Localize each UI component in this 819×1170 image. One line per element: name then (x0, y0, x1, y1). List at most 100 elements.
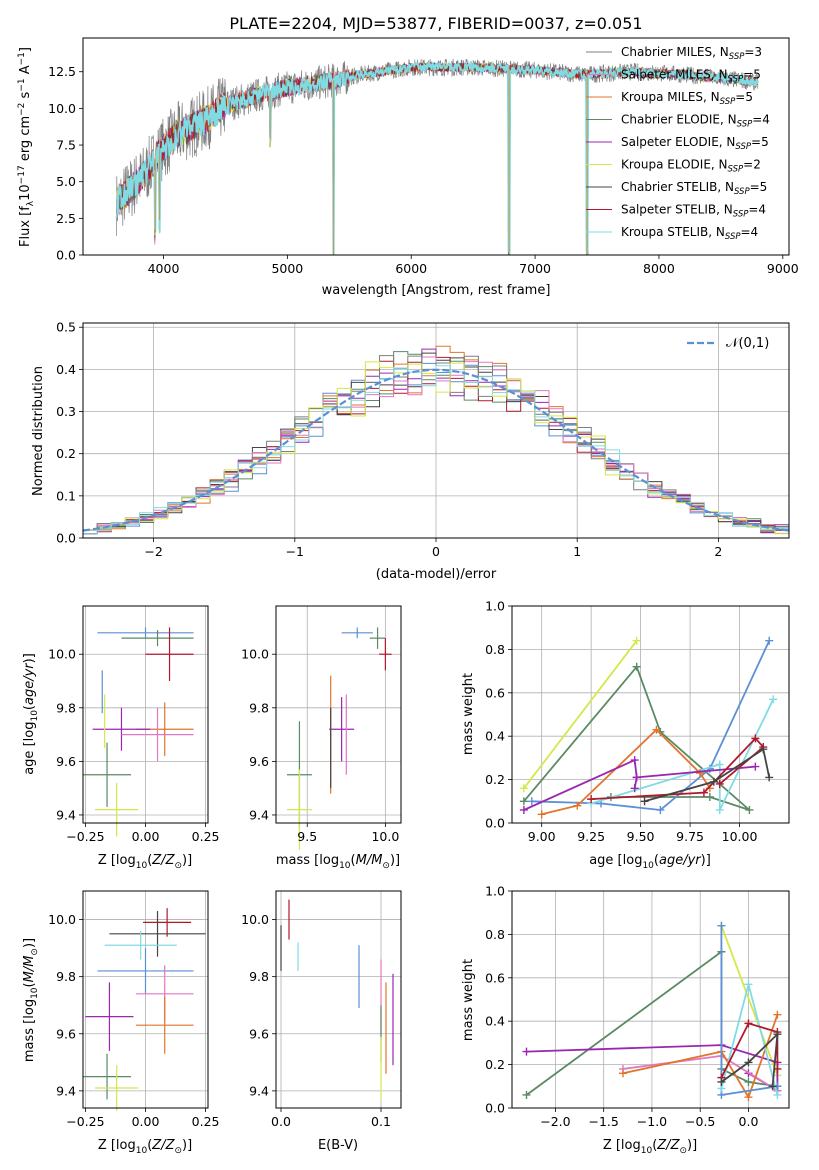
legend-label: Salpeter MILES, NSSP=5 (621, 68, 761, 85)
x-tick-label: −2.0 (540, 1114, 570, 1129)
y-tick-label: 0.4 (485, 729, 505, 744)
mass-weight-series (720, 925, 779, 1076)
x-tick-label: −2 (144, 544, 162, 559)
spectrum-plot (115, 58, 759, 255)
mass-weight-marker (632, 636, 641, 645)
mass-weight-marker (765, 773, 774, 782)
figure-title: PLATE=2204, MJD=53877, FIBERID=0037, z=0… (229, 14, 642, 33)
y-tick-label: 0.0 (485, 1101, 505, 1116)
mass-weight-marker (715, 779, 724, 788)
x-tick-label: −1.5 (589, 1114, 619, 1129)
mass-weight-marker (630, 756, 639, 765)
spectrum-panel: 4000 5000 6000 7000 8000 9000 0.0 2.5 5.0 7.5 10.0… (17, 37, 799, 298)
age-vs-mass-plot (286, 627, 392, 850)
y-tick-label: 2.5 (56, 211, 76, 226)
y-tick-label: 9.8 (56, 700, 76, 715)
mass-weight-marker (709, 777, 718, 786)
y-tick-label: 1.0 (485, 884, 505, 899)
y-tick-label: 9.4 (56, 807, 76, 822)
age-vs-Z-panel: −0.25 0.00 0.25 9.4 9.6 9.8 10.0 Z [log10(Z/Z⊙… (22, 605, 220, 871)
x-tick-label: 9.50 (627, 829, 655, 844)
mass-weight-series (720, 1031, 779, 1087)
age-vs-Z-ylabel: age [log10(age/yr)] (22, 653, 40, 775)
residuals-plot (82, 345, 790, 538)
mass-weight-marker (751, 762, 760, 771)
mass-weight-marker (587, 795, 596, 804)
mass-weight-marker (715, 805, 724, 814)
x-tick-label: 0.00 (132, 829, 160, 844)
weight-vs-age-ticks: 9.00 9.25 9.50 9.75 10.00 0.0 0.2 0.4 0.6 0.8 1.0 (485, 599, 757, 845)
y-tick-label: 9.6 (249, 754, 269, 769)
y-tick-label: 5.0 (56, 174, 76, 189)
y-tick-label: 0.8 (485, 927, 505, 942)
x-tick-label: 4000 (148, 261, 180, 276)
mass-weight-marker (717, 1077, 726, 1086)
y-tick-label: 9.6 (56, 754, 76, 769)
mass-weight-marker (769, 695, 778, 704)
residuals-legend: 𝒩(0,1) (687, 336, 769, 351)
y-tick-label: 0.3 (56, 404, 76, 419)
residuals-xlabel: (data-model)/error (376, 567, 497, 582)
y-tick-label: 9.6 (249, 1026, 269, 1041)
mass-weight-marker (573, 801, 582, 810)
mass-weight-marker (699, 788, 708, 797)
y-tick-label: 12.5 (48, 64, 76, 79)
spectrum-xlabel: wavelength [Angstrom, rest frame] (322, 283, 551, 298)
y-tick-label: 9.4 (249, 1083, 269, 1098)
x-tick-label: 0.00 (132, 1114, 160, 1129)
mass-weight-marker (773, 1030, 782, 1039)
x-tick-label: 10.00 (722, 829, 758, 844)
y-tick-label: 10.0 (48, 101, 76, 116)
y-tick-label: 9.4 (56, 1083, 76, 1098)
y-tick-label: 7.5 (56, 138, 76, 153)
y-tick-label: 0.2 (485, 772, 505, 787)
mass-weight-marker (715, 760, 724, 769)
age-vs-mass-grid (276, 606, 401, 823)
model-spectrum-line (115, 60, 759, 255)
weight-vs-Z-panel: −2.0 −1.5 −1.0 −0.5 0.0 0.0 0.2 0.4 0.6 0.8 1.0 Z … (461, 884, 790, 1156)
mass-vs-EBV-grid (276, 891, 401, 1108)
mass-vs-EBV-plot (280, 899, 394, 1100)
x-tick-label: 0 (432, 544, 440, 559)
y-tick-label: 0.5 (56, 320, 76, 335)
x-tick-label: 2 (714, 544, 722, 559)
mass-weight-marker (745, 805, 754, 814)
mass-weight-marker (519, 784, 528, 793)
legend-label: Salpeter ELODIE, NSSP=5 (621, 135, 769, 152)
mass-weight-marker (773, 1010, 782, 1019)
mass-vs-EBV-frame (275, 890, 402, 1109)
y-tick-label: 10.0 (241, 647, 269, 662)
x-tick-label: 8000 (643, 261, 675, 276)
age-vs-Z-grid (83, 606, 208, 823)
mass-weight-marker (751, 734, 760, 743)
x-tick-label: −1.0 (637, 1114, 667, 1129)
x-tick-label: 9000 (767, 261, 799, 276)
y-tick-label: 9.8 (249, 969, 269, 984)
mass-weight-marker (527, 797, 536, 806)
residuals-ticks: −2 −1 0 1 2 0.0 0.1 0.2 0.3 0.4 0.5 (56, 320, 722, 559)
weight-vs-age-xlabel: age [log10(age/yr)] (589, 853, 711, 871)
spectrum-ticks: 4000 5000 6000 7000 8000 9000 0.0 2.5 5.0 7.5 10.0… (48, 64, 799, 276)
weight-vs-Z-plot (522, 921, 782, 1102)
legend-label: Kroupa ELODIE, NSSP=2 (621, 158, 761, 175)
mass-vs-EBV-ticks: 0.0 0.1 9.4 9.6 9.8 10.0 (241, 912, 391, 1129)
x-tick-label: 5000 (271, 261, 303, 276)
age-vs-Z-plot (83, 627, 194, 837)
mass-weight-marker (717, 921, 726, 930)
age-vs-mass-frame (275, 605, 402, 824)
y-tick-label: 9.6 (56, 1026, 76, 1041)
mass-weight-marker (522, 1047, 531, 1056)
residuals-panel: −2 −1 0 1 2 0.0 0.1 0.2 0.3 0.4 0.5 𝒩(0,1) (data-m… (31, 320, 790, 582)
mass-vs-Z-ticks: −0.25 0.00 0.25 9.4 9.6 9.8 10.0 (48, 912, 219, 1129)
y-tick-label: 0.2 (56, 446, 76, 461)
y-tick-label: 0.6 (485, 685, 505, 700)
mass-weight-marker (630, 784, 639, 793)
y-tick-label: 0.0 (56, 531, 76, 546)
mass-weight-series (720, 925, 778, 1097)
y-tick-label: 0.4 (485, 1014, 505, 1029)
x-tick-label: −0.25 (66, 829, 104, 844)
x-tick-label: 9.00 (528, 829, 556, 844)
spectrum-legend: Chabrier MILES, NSSP=3 Salpeter MILES, NS… (586, 45, 770, 242)
mass-weight-marker (744, 1093, 753, 1102)
